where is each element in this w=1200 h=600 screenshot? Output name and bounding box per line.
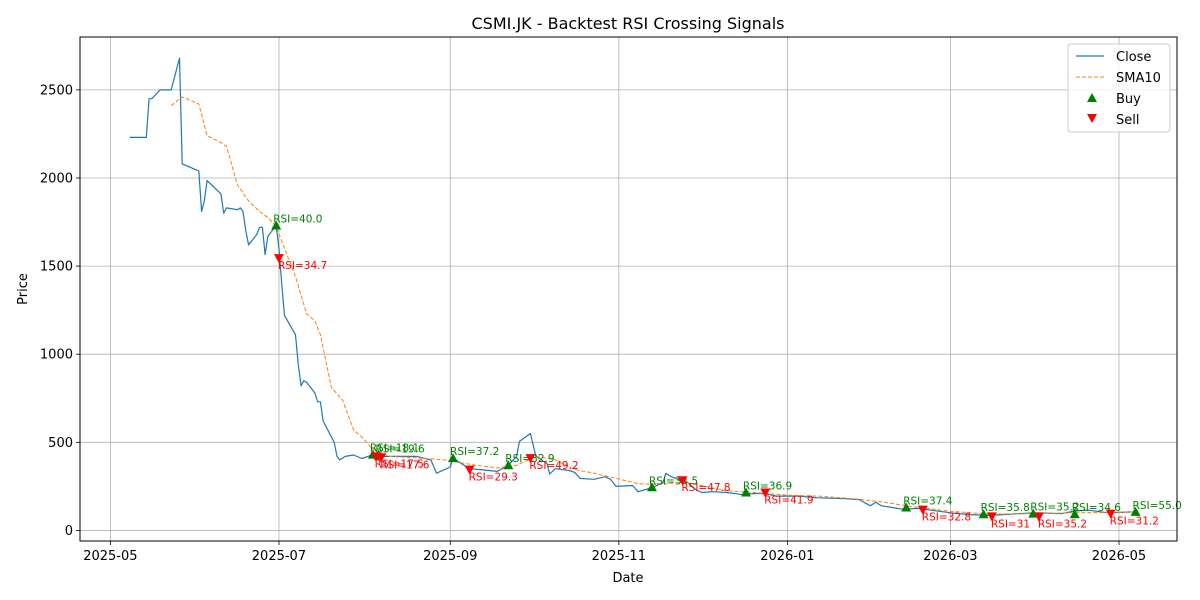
buy-label: RSI=37.2: [450, 446, 499, 458]
buy-marker: [1069, 509, 1080, 519]
x-tick-label: 2025-05: [83, 549, 137, 564]
sell-label: RSI=17.6: [380, 459, 430, 471]
buy-marker: [448, 453, 459, 463]
plot-frame: [79, 36, 1178, 542]
x-tick-label: 2025-09: [423, 549, 477, 564]
legend-box: [1067, 43, 1171, 133]
buy-label: RSI=35.2: [1030, 502, 1079, 514]
sell-marker: [986, 512, 997, 522]
y-axis-title: Price: [16, 273, 31, 305]
legend-sma-label: SMA10: [1116, 71, 1161, 86]
legend-buy-marker: [1087, 93, 1097, 102]
sell-marker: [917, 505, 928, 515]
sell-label: RSI=35.2: [1038, 519, 1087, 531]
x-tick-label: 2025-11: [592, 549, 646, 564]
y-tick-label: 0: [65, 524, 73, 539]
sell-label: RSI=34.7: [278, 260, 327, 272]
y-tick-label: 1500: [40, 260, 73, 275]
legend-close-label: Close: [1116, 50, 1151, 65]
sell-label: RSI=31: [991, 518, 1030, 530]
sell-marker: [273, 254, 284, 264]
sell-marker: [1033, 512, 1044, 522]
buy-label: RSI=55.0: [1133, 500, 1182, 512]
buy-marker: [901, 502, 912, 512]
legend-sell-label: Sell: [1116, 113, 1139, 128]
buy-marker: [503, 460, 514, 470]
buy-marker: [978, 509, 989, 519]
sma10-series-line: [170, 96, 1139, 515]
y-tick-label: 2000: [40, 171, 73, 186]
buy-marker: [271, 220, 282, 230]
legend-sell-marker: [1087, 114, 1097, 123]
axes: 2025-05 2025-07 2025-09 2025-11 2026-01 2026-…: [40, 83, 1146, 564]
buy-marker: [646, 482, 657, 492]
chart-title: CSMI.JK - Backtest RSI Crossing Signals: [472, 14, 785, 33]
sell-label: RSI=29.3: [469, 472, 518, 484]
close-series-line: [129, 57, 1139, 517]
x-axis-title: Date: [612, 571, 643, 586]
x-tick-label: 2026-05: [1092, 549, 1146, 564]
buy-marker: [740, 487, 751, 497]
buy-label: RSI=35.8: [981, 502, 1030, 514]
y-tick-label: 500: [48, 436, 73, 451]
x-tick-label: 2026-01: [760, 549, 814, 564]
x-tick-label: 2026-03: [923, 549, 977, 564]
sell-marker: [677, 476, 688, 486]
y-tick-label: 1000: [40, 348, 73, 363]
grid: [80, 37, 1177, 541]
buy-label: RSI=36.9: [743, 481, 792, 493]
plot-area: RSI=40.0RSI=18.1RSI=19.6RSI=37.2RSI=32.9…: [129, 57, 1182, 531]
buy-label: RSI=40.0: [273, 214, 322, 226]
legend-buy-label: Buy: [1116, 92, 1141, 107]
sell-label: RSI=41.9: [764, 495, 813, 507]
sell-marker: [464, 465, 475, 475]
y-tick-label: 2500: [40, 83, 73, 98]
sell-label: RSI=31.2: [1110, 516, 1159, 528]
x-tick-label: 2025-07: [252, 549, 306, 564]
buy-label: RSI=19.6: [375, 444, 425, 456]
buy-marker: [1130, 506, 1141, 516]
sell-label: RSI=17.5: [375, 458, 424, 470]
legend: Close SMA10 Buy Sell: [1067, 43, 1171, 133]
sell-label: RSI=32.8: [922, 512, 971, 524]
buy-label: RSI=18.1: [370, 443, 419, 455]
sell-label: RSI=49.2: [529, 460, 578, 472]
sell-marker: [760, 488, 771, 498]
sell-marker: [1105, 509, 1116, 519]
sell-marker: [376, 453, 387, 463]
sell-label: RSI=47.8: [681, 482, 730, 494]
buy-label: RSI=37.4: [903, 496, 953, 508]
sell-marker: [525, 454, 536, 464]
